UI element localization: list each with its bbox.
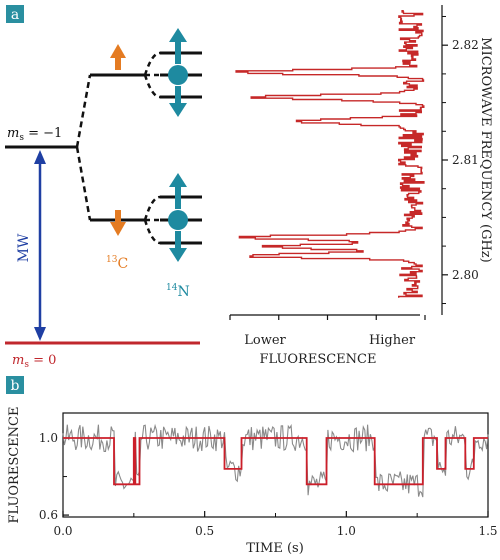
trace-y-tick-label: 1.0 [39, 431, 58, 445]
ms-zero-label: ms = 0 [12, 353, 56, 370]
fluorescence-time-trace-chart: 0.0 0.5 1.0 1.5 0.6 1.0 TIME (s) FLUORESCENC… [7, 407, 498, 557]
trace-x-tick-label: 1.5 [478, 524, 497, 538]
panel-a-badge [6, 5, 24, 23]
trace-x-axis-label: TIME (s) [246, 541, 304, 556]
spectrum-y-tick-label: 2.82 [452, 38, 479, 52]
mw-label: MW [16, 233, 32, 262]
n14-lower-dashes [143, 195, 161, 245]
trace-x-ticks: 0.0 0.5 1.0 1.5 [53, 511, 498, 538]
c13-label: 13C [106, 255, 128, 272]
trace-y-axis-label: FLUORESCENCE [7, 407, 22, 524]
energy-level-diagram: MW ms = −1 ms = 0 13C 14N [5, 28, 202, 370]
trace-x-tick-label: 0.0 [53, 524, 72, 538]
spectrum-y-tick-label: 2.81 [452, 153, 479, 167]
ms-minus1-label: ms = −1 [7, 126, 62, 143]
panel-b-badge [6, 376, 24, 394]
trace-x-tick-label: 1.0 [337, 524, 356, 538]
n14-upper-dashes [143, 51, 161, 99]
x-tick-label-higher: Higher [369, 333, 416, 348]
n14-spin-upper-icon [168, 28, 188, 117]
x-tick-label-lower: Lower [244, 333, 286, 348]
trace-fit-series [63, 437, 488, 486]
trace-raw-series [62, 423, 489, 498]
mw-arrow-down-icon [34, 327, 46, 341]
c13-spin-down-icon [110, 210, 126, 236]
fluorescence-spectrum-chart: 2.80 2.81 2.82 Lower Higher FLUORESCENCE M… [229, 5, 493, 367]
n14-spin-lower-icon [168, 173, 188, 262]
spectrum-y-axis-label: MICROWAVE FREQUENCY (GHz) [478, 37, 493, 262]
c13-spin-up-icon [110, 44, 126, 70]
spectrum-series-line [235, 10, 425, 298]
spectrum-y-tick-label: 2.80 [452, 268, 479, 282]
panel-a-label: a [11, 7, 19, 23]
split-line-upper [75, 74, 92, 148]
spectrum-x-axis-label: FLUORESCENCE [260, 352, 377, 367]
spectrum-x-ticks [229, 315, 426, 320]
trace-y-tick-label: 0.6 [39, 508, 58, 522]
panel-b-label: b [11, 378, 20, 394]
mw-arrow-up-icon [34, 150, 46, 164]
n14-label: 14N [166, 283, 190, 300]
trace-y-ticks: 0.6 1.0 [39, 431, 69, 522]
spectrum-y-ticks: 2.80 2.81 2.82 [442, 15, 479, 305]
split-line-lower [75, 146, 92, 221]
trace-plot-frame [62, 412, 489, 518]
trace-x-tick-label: 0.5 [195, 524, 214, 538]
